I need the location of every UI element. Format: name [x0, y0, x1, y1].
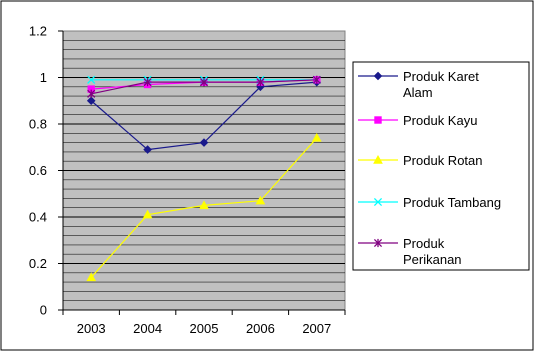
data-point-marker	[87, 89, 96, 98]
legend-label: Perikanan	[403, 252, 462, 267]
x-tick-label: 2006	[246, 321, 275, 336]
legend-label: Produk Tambang	[403, 195, 501, 210]
data-point-marker	[311, 132, 322, 142]
series-3	[86, 132, 322, 282]
legend-label: Produk Rotan	[403, 153, 483, 168]
y-tick-label: 1.2	[29, 24, 47, 39]
data-point-marker	[199, 138, 209, 147]
legend-entry: Produk Kayu	[358, 113, 477, 128]
series-layer	[86, 75, 322, 282]
legend-entry: Produk Tambang	[358, 195, 501, 210]
marker-stroke	[373, 197, 383, 207]
data-point-marker	[312, 75, 321, 84]
legend-label: Produk Karet	[403, 69, 479, 84]
x-tick-label: 2004	[133, 321, 162, 336]
y-tick-label: 0.4	[29, 210, 47, 225]
data-point-marker	[373, 154, 383, 164]
data-point-marker	[373, 71, 383, 81]
legend-box	[352, 61, 530, 271]
y-tick-label: 0.6	[29, 163, 47, 178]
data-point-marker	[142, 209, 153, 219]
axes: 0 0.2 0.4 0.6 0.8 1 1.2 2003 2004 2005 2006 2007	[29, 24, 346, 336]
y-tick-label: 1	[40, 70, 47, 85]
data-point-marker	[86, 96, 96, 106]
data-point-marker	[199, 78, 209, 87]
series-5	[87, 75, 321, 98]
marker-stroke	[87, 75, 96, 84]
data-point-marker	[255, 195, 266, 205]
x-tick-label: 2005	[190, 321, 219, 336]
data-point-marker	[373, 197, 383, 207]
legend-label: Alam	[403, 85, 433, 100]
data-point-marker	[373, 238, 383, 248]
series-1	[86, 77, 322, 154]
gridlines	[63, 39, 345, 302]
data-point-marker	[256, 78, 265, 87]
y-tick-label: 0.2	[29, 256, 47, 271]
data-point-marker	[87, 75, 96, 84]
data-point-marker	[143, 78, 152, 87]
legend-entry: Produk Rotan	[358, 153, 483, 168]
data-point-marker	[143, 145, 152, 154]
data-point-marker	[199, 200, 209, 210]
x-tick-label: 2003	[77, 321, 106, 336]
data-point-marker	[86, 272, 97, 282]
legend-label: Produk Kayu	[403, 113, 477, 128]
y-tick-label: 0.8	[29, 117, 47, 132]
legend-label: Produk	[403, 236, 445, 251]
y-tick-label: 0	[40, 303, 47, 318]
x-tick-label: 2007	[302, 321, 331, 336]
data-point-marker	[374, 116, 382, 124]
